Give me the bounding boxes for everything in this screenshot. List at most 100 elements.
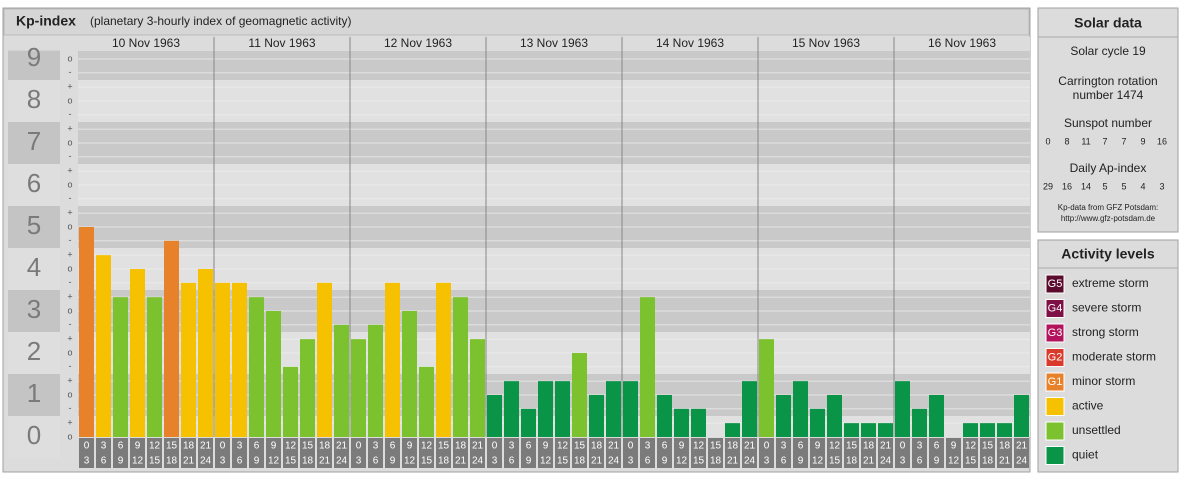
hour-box bbox=[113, 438, 128, 468]
hour-box bbox=[980, 438, 995, 468]
level-swatch bbox=[1045, 397, 1065, 416]
bar bbox=[657, 395, 672, 437]
hour-start: 3 bbox=[373, 441, 379, 452]
hour-box bbox=[878, 438, 893, 468]
minor-tick-label: + bbox=[67, 250, 72, 260]
bar bbox=[266, 311, 281, 437]
hour-end: 6 bbox=[237, 456, 243, 467]
hour-start: 0 bbox=[356, 441, 362, 452]
solar-title: Solar data bbox=[1074, 15, 1142, 31]
bar bbox=[249, 297, 264, 437]
hour-start: 0 bbox=[628, 441, 634, 452]
level-badge: G2 bbox=[1048, 351, 1063, 363]
hour-end: 3 bbox=[220, 456, 226, 467]
hour-box bbox=[249, 438, 264, 468]
bar bbox=[895, 381, 910, 437]
source: Kp-data from GFZ Potsdam: bbox=[1058, 203, 1158, 212]
level-swatch bbox=[1045, 323, 1065, 343]
y-band bbox=[8, 332, 60, 374]
hour-box bbox=[793, 438, 808, 468]
hour-end: 21 bbox=[591, 456, 603, 467]
hour-end: 18 bbox=[710, 456, 722, 467]
minor-tick-label: - bbox=[69, 235, 72, 245]
y-band bbox=[8, 122, 60, 164]
hour-box bbox=[1014, 438, 1029, 468]
hour-end: 18 bbox=[166, 456, 178, 467]
hour-end: 15 bbox=[557, 456, 569, 467]
bar bbox=[538, 381, 553, 437]
level-name: quiet bbox=[1072, 448, 1099, 462]
bar bbox=[113, 297, 128, 437]
bar bbox=[623, 381, 638, 437]
hour-end: 6 bbox=[101, 456, 107, 467]
hour-start: 21 bbox=[608, 441, 620, 452]
hour-start: 6 bbox=[254, 441, 260, 452]
hour-start: 15 bbox=[438, 441, 450, 452]
hour-end: 6 bbox=[645, 456, 651, 467]
bar bbox=[436, 282, 451, 437]
ap-title: Daily Ap-index bbox=[1070, 161, 1147, 175]
bar bbox=[997, 423, 1012, 437]
minor-tick-label: + bbox=[67, 124, 72, 134]
hour-box bbox=[402, 438, 417, 468]
bar bbox=[470, 339, 485, 437]
hour-end: 21 bbox=[727, 456, 739, 467]
y-tick-label: 3 bbox=[27, 294, 41, 324]
hour-end: 21 bbox=[863, 456, 875, 467]
hour-start: 21 bbox=[744, 441, 756, 452]
y-band bbox=[8, 416, 60, 458]
hour-end: 6 bbox=[781, 456, 787, 467]
y-tick-label: 4 bbox=[27, 252, 41, 282]
hour-end: 3 bbox=[628, 456, 634, 467]
hour-end: 21 bbox=[183, 456, 195, 467]
hour-box bbox=[453, 438, 468, 468]
hour-end: 9 bbox=[118, 456, 124, 467]
level-name: severe storm bbox=[1072, 301, 1141, 315]
ap-value: 3 bbox=[1159, 181, 1164, 191]
hour-box bbox=[470, 438, 485, 468]
hour-box bbox=[198, 438, 213, 468]
hour-end: 9 bbox=[934, 456, 940, 467]
y-band bbox=[8, 374, 60, 416]
hour-start: 18 bbox=[863, 441, 875, 452]
level-badge: G5 bbox=[1048, 278, 1063, 290]
hour-start: 6 bbox=[390, 441, 396, 452]
date-label: 16 Nov 1963 bbox=[928, 36, 996, 50]
y-tick-label: 6 bbox=[27, 168, 41, 198]
bar bbox=[844, 423, 859, 437]
bar bbox=[283, 366, 298, 437]
hour-start: 21 bbox=[880, 441, 892, 452]
hour-end: 18 bbox=[302, 456, 314, 467]
bar bbox=[334, 324, 349, 437]
level-swatch bbox=[1045, 372, 1065, 392]
hour-start: 3 bbox=[509, 441, 515, 452]
hour-start: 3 bbox=[645, 441, 651, 452]
hour-end: 3 bbox=[84, 456, 90, 467]
hour-box bbox=[232, 438, 247, 468]
hour-end: 15 bbox=[421, 456, 433, 467]
y-tick-label: 5 bbox=[27, 210, 41, 240]
level-badge: G4 bbox=[1048, 302, 1063, 314]
hour-end: 18 bbox=[846, 456, 858, 467]
solar-cycle: Solar cycle 19 bbox=[1070, 44, 1146, 58]
bar bbox=[555, 381, 570, 437]
hour-start: 9 bbox=[135, 441, 141, 452]
sunspot-value: 11 bbox=[1081, 136, 1090, 146]
sunspot-title: Sunspot number bbox=[1064, 116, 1152, 130]
hour-end: 9 bbox=[390, 456, 396, 467]
hour-end: 6 bbox=[509, 456, 515, 467]
bar bbox=[810, 408, 825, 437]
minor-tick-label: - bbox=[69, 109, 72, 119]
ap-value: 14 bbox=[1081, 181, 1091, 191]
hour-start: 0 bbox=[220, 441, 226, 452]
hour-box bbox=[810, 438, 825, 468]
level-badge: G3 bbox=[1048, 327, 1063, 339]
hour-end: 9 bbox=[526, 456, 532, 467]
hour-end: 3 bbox=[900, 456, 906, 467]
level-badge: G1 bbox=[1048, 376, 1063, 388]
hour-start: 21 bbox=[336, 441, 348, 452]
title-bar bbox=[3, 8, 1030, 36]
bar bbox=[385, 282, 400, 437]
hour-end: 12 bbox=[948, 456, 960, 467]
hour-end: 6 bbox=[373, 456, 379, 467]
